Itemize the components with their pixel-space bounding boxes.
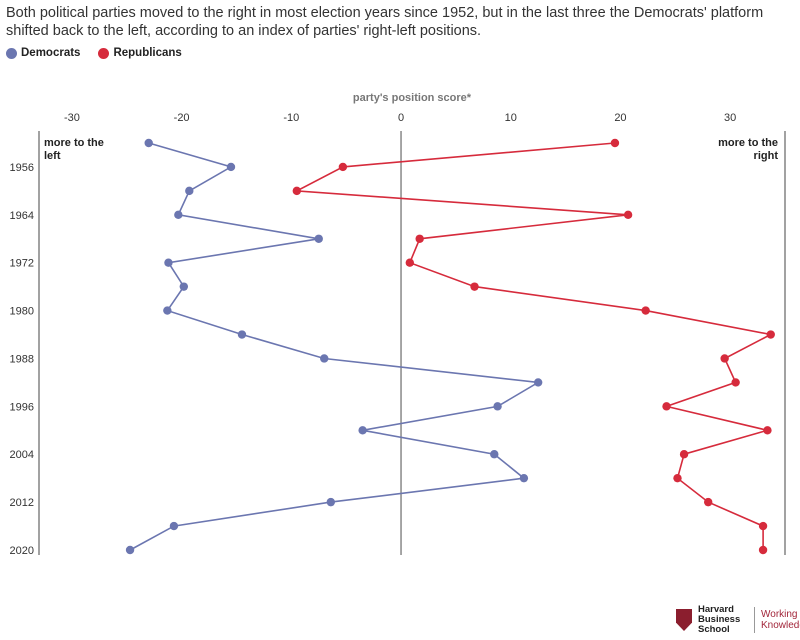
legend-swatch-republicans [98, 47, 110, 59]
data-point-republicans [470, 282, 479, 291]
data-point-democrats [174, 210, 183, 220]
x-tick-label: 20 [614, 112, 626, 124]
x-tick-label: 30 [724, 112, 736, 124]
annotation-right-line2: right [754, 150, 779, 162]
data-point-democrats [226, 162, 236, 172]
data-point-republicans [704, 497, 713, 507]
x-tick-label: -10 [283, 112, 299, 124]
series-line-democrats [129, 142, 541, 551]
data-point-republicans [731, 378, 740, 387]
data-point-republicans [758, 545, 768, 555]
brand-line-3: School [698, 624, 730, 635]
x-tick-label: -20 [174, 112, 190, 124]
legend-swatch-democrats [6, 47, 17, 59]
data-point-republicans [641, 306, 650, 315]
wk-line-1: Working [761, 609, 798, 620]
legend-item-democrats[interactable]: Democrats [6, 47, 80, 59]
y-tick-label: 2004 [10, 449, 34, 461]
legend-label-republicans: Republicans [113, 47, 182, 59]
hbs-shield-icon [676, 609, 692, 631]
series-line-republicans [293, 142, 774, 550]
legend-label-democrats: Democrats [21, 47, 81, 59]
data-point-democrats [320, 354, 329, 363]
hbs-brand-name: Harvard Business School [698, 605, 748, 635]
data-point-republicans [338, 162, 348, 172]
y-tick-label: 1988 [10, 353, 34, 365]
data-point-republicans [662, 402, 671, 411]
data-point-republicans [623, 210, 633, 220]
data-point-democrats [163, 306, 172, 315]
data-point-republicans [758, 521, 768, 531]
data-point-democrats [490, 450, 499, 459]
data-point-democrats [493, 402, 502, 411]
y-tick-label: 1980 [10, 306, 34, 318]
data-point-democrats [237, 330, 247, 339]
x-axis-title: party's position score* [353, 92, 472, 104]
data-point-republicans [766, 330, 775, 339]
x-tick-label: 0 [398, 112, 404, 124]
data-point-democrats [533, 378, 543, 387]
data-point-democrats [358, 426, 367, 435]
data-point-democrats [164, 258, 173, 267]
legend: Democrats Republicans [6, 47, 182, 59]
data-point-republicans [679, 450, 689, 459]
y-tick-label: 2020 [10, 545, 34, 557]
data-point-republicans [292, 186, 302, 196]
y-tick-label: 2012 [10, 497, 34, 509]
brand-line-2: Business [698, 614, 741, 625]
brand-line-1: Harvard [698, 604, 734, 615]
data-point-democrats [326, 497, 336, 507]
data-point-democrats [519, 473, 529, 483]
data-point-republicans [720, 354, 729, 363]
data-point-democrats [314, 234, 323, 243]
data-point-republicans [405, 258, 415, 267]
annotation-left-line2: left [44, 150, 61, 162]
x-tick-label: 10 [505, 112, 517, 124]
data-point-republicans [610, 138, 620, 148]
annotation-left-line1: more to the [44, 137, 104, 149]
y-tick-label: 1964 [10, 210, 34, 222]
data-point-democrats [169, 521, 179, 531]
chart-subtitle: Both political parties moved to the righ… [6, 5, 764, 39]
data-point-republicans [763, 426, 772, 435]
y-tick-label: 1956 [10, 162, 34, 174]
footer-branding: Harvard Business School Working Knowledg… [676, 605, 800, 635]
data-point-democrats [185, 186, 194, 196]
y-tick-label: 1996 [10, 401, 34, 413]
x-tick-label: -30 [64, 112, 80, 124]
data-point-republicans [415, 234, 424, 243]
annotation-right-line1: more to the [718, 137, 778, 149]
data-point-republicans [673, 473, 682, 483]
legend-item-republicans[interactable]: Republicans [98, 47, 182, 59]
working-knowledge-label: Working Knowledge [761, 609, 800, 631]
data-point-democrats [179, 282, 189, 291]
footer-divider [754, 607, 755, 633]
data-point-democrats [144, 138, 153, 148]
wk-line-2: Knowledge [761, 620, 800, 631]
y-tick-label: 1972 [10, 258, 34, 270]
data-point-democrats [125, 545, 135, 555]
